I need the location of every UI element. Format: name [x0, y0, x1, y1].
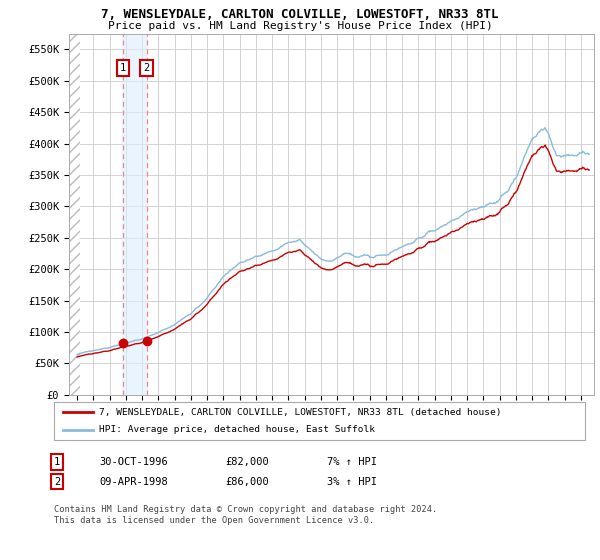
Text: HPI: Average price, detached house, East Suffolk: HPI: Average price, detached house, East… [99, 425, 375, 434]
Text: £86,000: £86,000 [225, 477, 269, 487]
Text: £82,000: £82,000 [225, 457, 269, 467]
Text: Contains HM Land Registry data © Crown copyright and database right 2024.
This d: Contains HM Land Registry data © Crown c… [54, 505, 437, 525]
Text: 7, WENSLEYDALE, CARLTON COLVILLE, LOWESTOFT, NR33 8TL (detached house): 7, WENSLEYDALE, CARLTON COLVILLE, LOWEST… [99, 408, 502, 417]
Text: Price paid vs. HM Land Registry's House Price Index (HPI): Price paid vs. HM Land Registry's House … [107, 21, 493, 31]
Text: 1: 1 [120, 63, 126, 73]
Text: 2: 2 [54, 477, 60, 487]
Bar [122, 34, 148, 395]
Text: 7, WENSLEYDALE, CARLTON COLVILLE, LOWESTOFT, NR33 8TL: 7, WENSLEYDALE, CARLTON COLVILLE, LOWEST… [101, 8, 499, 21]
Text: 1: 1 [54, 457, 60, 467]
Text: 09-APR-1998: 09-APR-1998 [99, 477, 168, 487]
Text: 7% ↑ HPI: 7% ↑ HPI [327, 457, 377, 467]
Text: 3% ↑ HPI: 3% ↑ HPI [327, 477, 377, 487]
Bar [69, 34, 80, 395]
Text: 30-OCT-1996: 30-OCT-1996 [99, 457, 168, 467]
Text: 2: 2 [143, 63, 149, 73]
